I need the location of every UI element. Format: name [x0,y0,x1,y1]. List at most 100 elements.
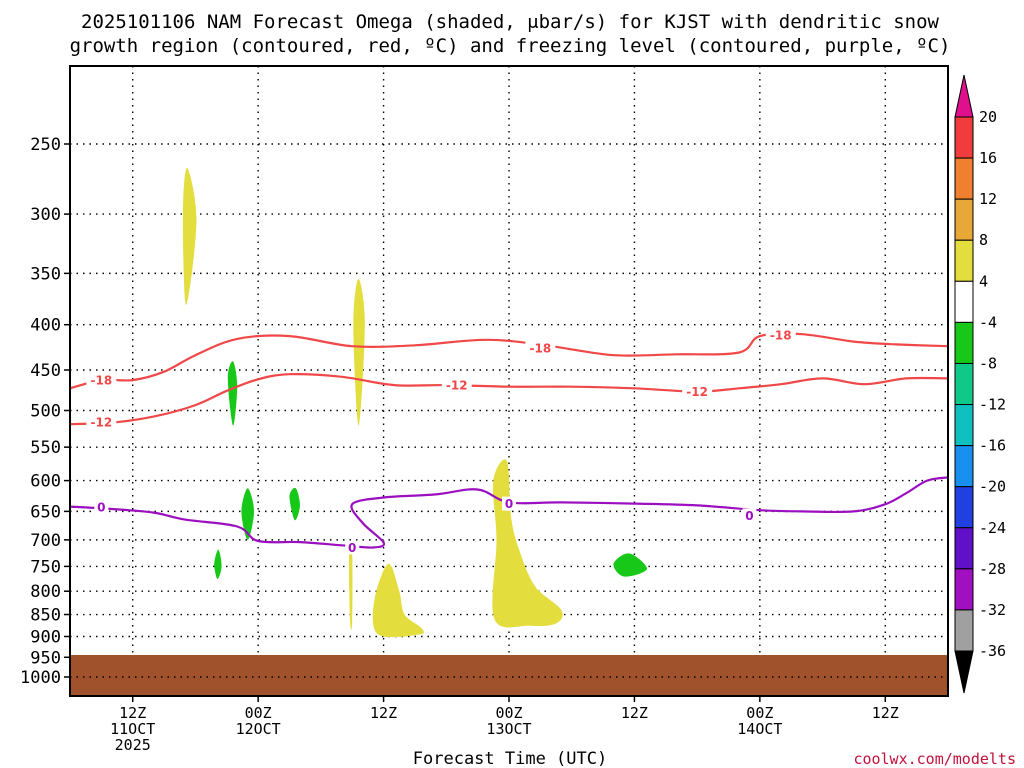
y-tick-label-550: 550 [30,438,61,458]
colorbar-label-8: -16 [979,437,1006,455]
colorbar-label-4: 4 [979,272,988,290]
y-tick-label-500: 500 [30,402,61,422]
contour-label-bg-dendritic-minus18-1 [525,341,556,356]
colorbar-segment-1 [954,157,974,200]
colorbar-label-0: 20 [979,108,997,126]
x-tick-label-30-0: 12Z [370,704,397,722]
y-tick-label-800: 800 [30,582,61,602]
chart-title-line2: growth region (contoured, red, ºC) and f… [70,35,951,57]
colorbar-segment-4 [954,280,974,323]
colorbar-segment-10 [954,527,974,570]
colorbar-label-2: 12 [979,190,997,208]
contour-label-freezing-level-0-1: 0 [348,541,356,555]
x-tick-label-54-0: 12Z [621,704,648,722]
contour-label-freezing-level-0-2: 0 [505,497,513,511]
omega-4-8-d [372,563,425,638]
omega-minus4-minus8-a [227,361,238,426]
ground-layer [70,655,948,696]
colorbar-label-13: -36 [979,642,1006,660]
x-axis-title: Forecast Time (UTC) [413,749,607,768]
contour-label-dendritic-minus12-0: -12 [91,415,113,429]
y-tick-label-650: 650 [30,502,61,522]
y-tick-label-600: 600 [30,472,61,492]
contour-label-freezing-level-0-0: 0 [97,501,105,515]
contour-label-bg-freezing-level-0-1 [345,540,360,555]
y-tick-label-300: 300 [30,205,61,225]
chart-title-line1: 2025101106 NAM Forecast Omega (shaded, μ… [81,11,939,33]
x-tick-label-18-0: 00Z [245,704,272,722]
y-tick-label-750: 750 [30,557,61,577]
contour-label-bg-freezing-level-0-2 [502,496,516,511]
y-tick-label-400: 400 [30,316,61,336]
x-tick-label-6-2: 2025 [115,736,151,754]
colorbar-segment-5 [954,321,974,364]
colorbar-label-7: -12 [979,396,1006,414]
y-tick-label-1000: 1000 [20,668,61,688]
contour-label-dendritic-minus18-2: -18 [770,329,792,343]
x-tick-label-42-0: 00Z [495,704,522,722]
colorbar-label-12: -32 [979,601,1006,619]
omega-shading [182,167,648,638]
omega-4-8-b [353,278,365,426]
colorbar-segment-2 [954,198,974,241]
colorbar-segment-6 [954,362,974,406]
colorbar-label-5: -4 [979,313,997,331]
ground-fill [70,655,948,696]
contour-label-dendritic-minus18-0: -18 [91,374,113,388]
colorbar-segment-7 [954,404,974,447]
x-tick-label-6-0: 12Z [119,704,146,722]
contour-label-bg-dendritic-minus12-1 [441,378,472,393]
y-tick-label-950: 950 [30,648,61,668]
x-tick-label-78-0: 12Z [872,704,899,722]
y-tick-label-700: 700 [30,531,61,551]
contour-lines: -18 -18 -18 -12 -12 -12 0 0 0 0 [69,328,949,555]
colorbar-segment-0 [954,116,974,159]
contour-dendritic-minus12 [69,373,949,426]
contour-dendritic-minus18 [69,332,949,390]
contour-label-bg-freezing-level-0-3 [742,508,757,523]
x-tick-label-42-1: 13OCT [486,720,531,738]
colorbar-segment-11 [954,568,974,611]
omega-4-8-c [492,459,563,628]
contour-label-dendritic-minus12-1: -12 [446,379,468,393]
x-tick-label-66-1: 14OCT [737,720,782,738]
y-tick-label-900: 900 [30,627,61,647]
colorbar-label-9: -20 [979,478,1006,496]
contour-label-dendritic-minus18-1: -18 [530,342,552,356]
colorbar-label-3: 8 [979,231,988,249]
contour-label-dendritic-minus12-2: -12 [686,385,708,399]
omega-minus4-minus8-d [214,549,222,580]
colorbar-label-6: -8 [979,354,997,372]
x-tick-label-18-1: 12OCT [236,720,281,738]
contour-label-freezing-level-0-3: 0 [745,509,753,523]
contour-freezing-level-0 [69,476,949,549]
contour-label-bg-freezing-level-0-0 [94,500,109,515]
colorbar-top-arrow [954,74,974,118]
y-tick-label-450: 450 [30,361,61,381]
colorbar-label-10: -24 [979,519,1006,537]
colorbar-label-11: -28 [979,560,1006,578]
omega-minus4-minus8-b [241,488,254,540]
omega-minus4-minus8-e [613,553,648,577]
contour-label-bg-dendritic-minus18-2 [765,328,796,343]
omega-4-8-a [182,167,197,306]
x-tick-label-66-0: 00Z [746,704,773,722]
colorbar-label-1: 16 [979,149,997,167]
omega-minus4-minus8-c [289,487,301,521]
footer-credit: coolwx.com/modelts [853,750,1016,768]
grid-lines [70,66,948,696]
contour-label-bg-dendritic-minus18-0 [86,373,117,388]
colorbar-segment-12 [954,609,974,652]
y-axis: 2503003504004505005506006507007508008509… [20,135,70,688]
omega-4-8-e [349,544,353,630]
colorbar-segment-9 [954,486,974,529]
y-tick-label-350: 350 [30,264,61,284]
colorbar-segment-8 [954,445,974,488]
colorbar-segment-3 [954,239,974,282]
y-tick-label-250: 250 [30,135,61,155]
contour-label-bg-dendritic-minus12-0 [86,414,117,429]
colorbar: 20 16 12 8 4 -4 -8 -12 -16 -20 -24 -28 -32 -36 [954,74,1006,694]
contour-label-bg-dendritic-minus12-2 [682,384,713,399]
